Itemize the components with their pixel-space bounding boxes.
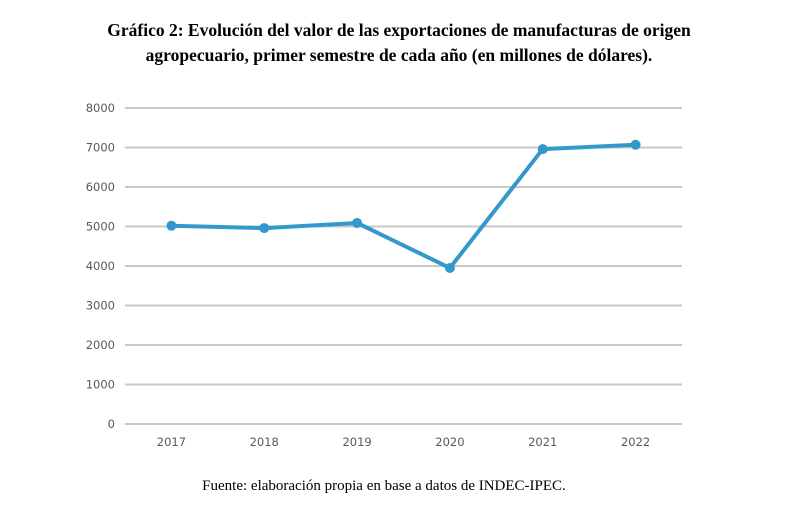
- data-point: [259, 223, 270, 234]
- x-tick-label: 2020: [435, 435, 464, 449]
- x-tick-label: 2022: [621, 435, 650, 449]
- data-point: [537, 144, 548, 155]
- chart-title: Gráfico 2: Evolución del valor de las ex…: [0, 18, 798, 68]
- y-tick-label: 4000: [86, 259, 115, 273]
- x-tick-label: 2019: [342, 435, 371, 449]
- series-line: [171, 142, 636, 270]
- data-point: [166, 220, 177, 231]
- data-point: [444, 262, 455, 273]
- x-tick-label: 2018: [250, 435, 279, 449]
- data-point: [630, 139, 641, 150]
- y-tick-label: 8000: [86, 101, 115, 115]
- y-tick-label: 5000: [86, 220, 115, 234]
- y-tick-label: 3000: [86, 299, 115, 313]
- y-tick-label: 6000: [86, 180, 115, 194]
- x-tick-label: 2021: [528, 435, 557, 449]
- x-tick-label: 2017: [157, 435, 186, 449]
- title-line-1: Gráfico 2: Evolución del valor de las ex…: [107, 20, 691, 40]
- y-tick-label: 0: [108, 417, 115, 431]
- y-tick-label: 1000: [86, 378, 115, 392]
- title-line-2: agropecuario, primer semestre de cada añ…: [145, 45, 653, 65]
- y-tick-label: 7000: [86, 141, 115, 155]
- data-point: [352, 217, 363, 228]
- source-note: Fuente: elaboración propia en base a dat…: [202, 478, 566, 494]
- y-tick-label: 2000: [86, 338, 115, 352]
